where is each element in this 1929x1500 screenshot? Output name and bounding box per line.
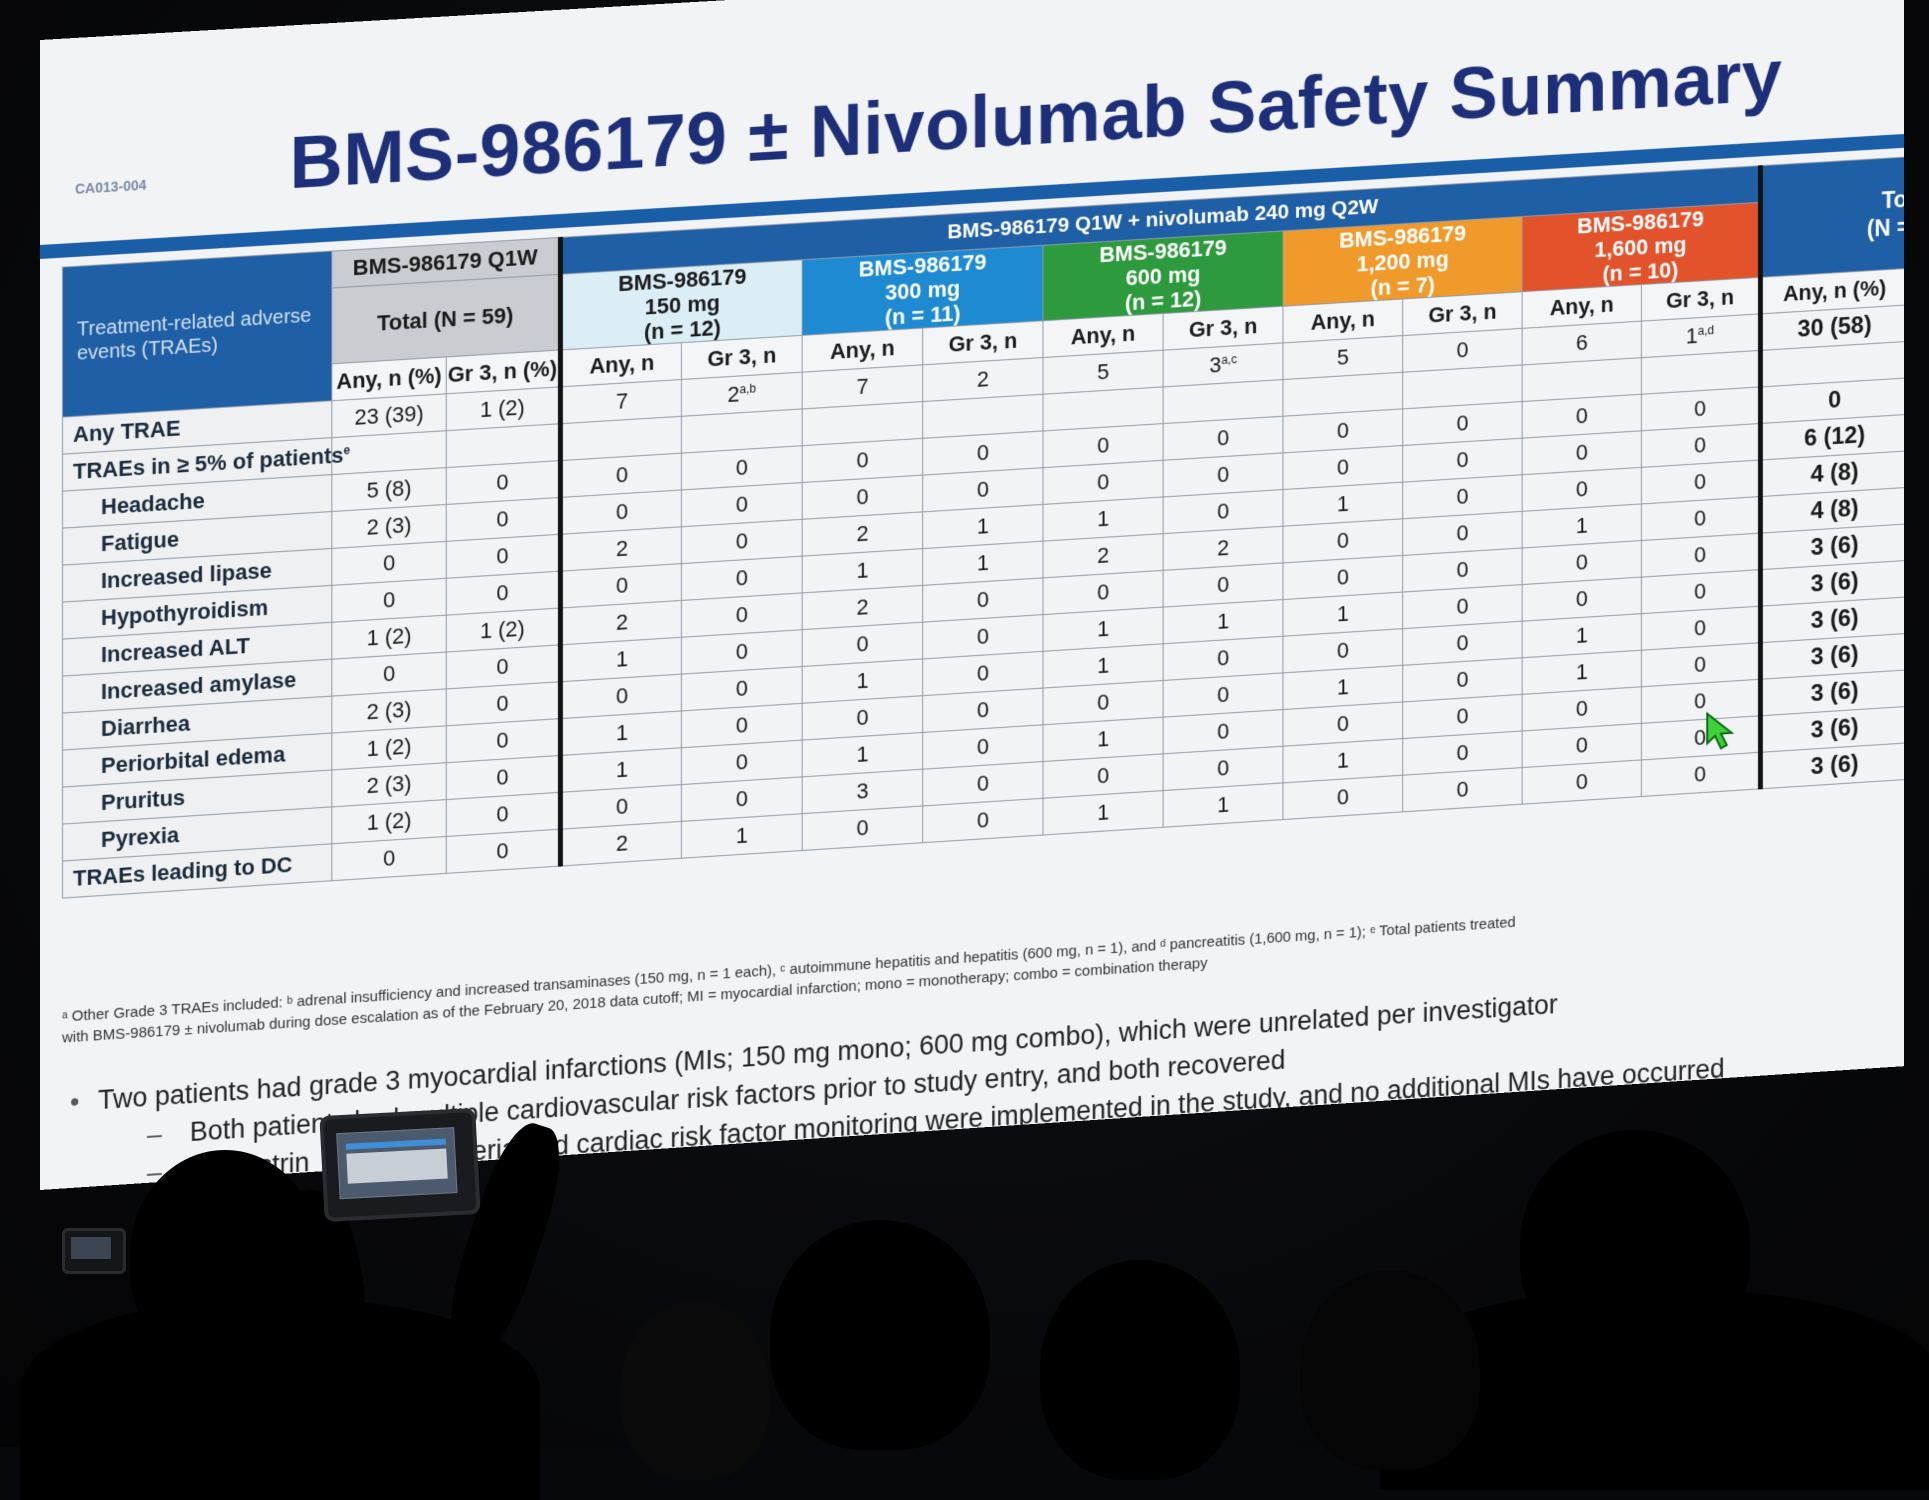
audience-head xyxy=(1300,1270,1480,1470)
audience-head xyxy=(1040,1260,1240,1480)
table-cell: 0 xyxy=(1522,759,1642,805)
table-cell: 0 xyxy=(802,805,923,851)
table-cell: 0 xyxy=(1641,752,1761,797)
table-cell: 0 xyxy=(446,829,561,874)
table-cell: 0 xyxy=(1402,767,1523,812)
arm-300-header: BMS-986179 300 mg (n = 11) xyxy=(802,245,1043,336)
green-cursor-icon xyxy=(1705,710,1738,752)
table-cell: 0 xyxy=(331,836,447,881)
camera-device xyxy=(319,1107,481,1223)
table-cell: 0 xyxy=(1282,775,1403,820)
trae-column-header: Treatment-related adverse events (TRAEs) xyxy=(62,251,332,418)
phone-device xyxy=(62,1228,126,1274)
projected-slide: CA013-004 BMS-986179 ± Nivolumab Safety … xyxy=(40,0,1905,1191)
table-cell: 1 xyxy=(1163,782,1283,828)
arm-600-header: BMS-986179 600 mg (n = 12) xyxy=(1042,230,1283,321)
arm-1600-header: BMS-986179 1,600 mg (n = 10) xyxy=(1522,202,1761,292)
mono-total-header: Total (N = 59) xyxy=(331,274,561,364)
study-code: CA013-004 xyxy=(74,176,147,197)
audience-head xyxy=(770,1220,990,1450)
trae-table: Treatment-related adverse events (TRAEs)… xyxy=(62,148,1905,899)
table-cell: 0 xyxy=(922,798,1043,843)
audience-head xyxy=(620,1300,770,1480)
table-cell: 1 xyxy=(1042,790,1164,835)
arm-150-header: BMS-986179 150 mg (n = 12) xyxy=(560,259,803,350)
camera-screen xyxy=(336,1127,458,1200)
arm-1200-header: BMS-986179 1,200 mg (n = 7) xyxy=(1282,216,1523,307)
table-cell: 1 xyxy=(681,813,803,859)
bullet-dot-icon: • xyxy=(69,1086,80,1118)
total-header: Total (N = 52) xyxy=(1760,148,1905,278)
table-cell: 2 xyxy=(560,821,682,867)
